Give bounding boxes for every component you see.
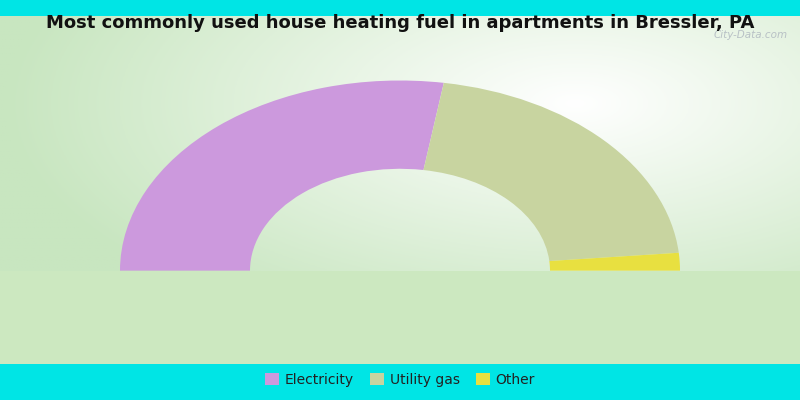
- Wedge shape: [550, 253, 680, 271]
- Wedge shape: [423, 83, 678, 261]
- Bar: [0, 271, 800, 364]
- Text: Most commonly used house heating fuel in apartments in Bressler, PA: Most commonly used house heating fuel in…: [46, 14, 754, 32]
- Text: City-Data.com: City-Data.com: [714, 30, 787, 40]
- Legend: Electricity, Utility gas, Other: Electricity, Utility gas, Other: [259, 368, 541, 392]
- Wedge shape: [120, 80, 444, 271]
